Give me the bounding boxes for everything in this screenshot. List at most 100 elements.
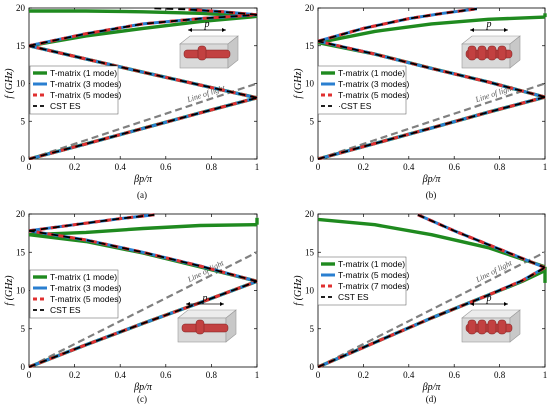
- x-tick-label: 1: [255, 162, 260, 172]
- legend: T-matrix (1 mode)T-matrix (3 modes)T-mat…: [29, 269, 121, 319]
- model-element: [197, 45, 207, 61]
- x-axis-label: βp/π: [133, 382, 153, 393]
- model-side-face: [227, 35, 239, 69]
- legend-entry: T-matrix (3 modes): [50, 283, 121, 293]
- period-arrow-left-head: [186, 302, 190, 306]
- series-group: [318, 213, 547, 368]
- x-axis-label: βp/π: [133, 174, 153, 185]
- x-tick-label: 0: [27, 162, 32, 172]
- x-tick-label: 0: [316, 162, 321, 172]
- series-cst-branch-1: [417, 213, 546, 269]
- model-element: [487, 45, 497, 61]
- x-tick-label: 0.2: [69, 162, 80, 172]
- legend-entry: T-matrix (1 mode): [338, 259, 405, 269]
- subfigure-caption: (b): [426, 190, 437, 200]
- series-one_mode-branch-2: [318, 15, 546, 45]
- legend-entry: T-matrix (5 modes): [338, 270, 409, 280]
- y-tick-label: 0: [310, 362, 315, 372]
- series-five_modes-branch-2: [318, 7, 478, 43]
- period-label: p: [486, 19, 492, 30]
- x-tick-label: 1: [255, 370, 260, 380]
- x-tick-label: 0: [27, 370, 32, 380]
- y-tick-label: 15: [16, 247, 26, 257]
- x-tick-label: 0.4: [403, 370, 415, 380]
- y-tick-label: 10: [305, 79, 315, 89]
- period-arrow-left-head: [470, 302, 474, 306]
- y-tick-label: 10: [16, 286, 26, 296]
- y-axis-label: f (GHz): [293, 68, 304, 99]
- legend-entry: T-matrix (3 modes): [50, 79, 121, 89]
- legend-entry: ·CST ES: [338, 101, 372, 111]
- series-group: [318, 7, 547, 160]
- x-tick-label: 0.4: [403, 162, 415, 172]
- y-tick-label: 15: [16, 41, 26, 51]
- x-tick-label: 0.8: [494, 370, 506, 380]
- line-of-light: [317, 251, 546, 368]
- legend-entry: CST ES: [50, 305, 81, 315]
- x-axis-label: βp/π: [422, 382, 442, 393]
- x-tick-label: 0.8: [494, 162, 506, 172]
- x-tick-label: 0.6: [160, 162, 172, 172]
- model-element: [195, 319, 205, 335]
- legend: T-matrix (1 mode)T-matrix (3 modes)T-mat…: [317, 65, 409, 115]
- x-tick-label: 0.2: [69, 370, 80, 380]
- line-of-light: [28, 82, 258, 161]
- period-label: p: [202, 293, 208, 304]
- period-label: p: [486, 293, 492, 304]
- unit-cell-model-illustration: p: [179, 19, 239, 69]
- series-five_modes-branch-3: [188, 8, 258, 17]
- x-tick-label: 0.2: [358, 370, 369, 380]
- legend: T-matrix (1 mode)T-matrix (3 modes)T-mat…: [29, 65, 121, 115]
- model-side-face: [509, 309, 521, 343]
- model-waveguide: [183, 49, 231, 59]
- model-side-face: [225, 309, 237, 343]
- y-tick-label: 5: [21, 116, 26, 126]
- x-tick-label: 0.4: [115, 162, 127, 172]
- y-tick-label: 0: [21, 362, 26, 372]
- x-tick-label: 0.6: [160, 370, 172, 380]
- period-arrow-right-head: [504, 302, 508, 306]
- series-five_modes-branch-2: [29, 213, 155, 233]
- model-element: [477, 319, 487, 335]
- y-tick-label: 0: [310, 154, 315, 164]
- series-cst-branch-1: [29, 229, 258, 283]
- period-arrow-left-head: [188, 28, 192, 32]
- legend-entry: CST ES: [338, 292, 369, 302]
- series-group: [29, 7, 258, 160]
- series-cst-branch-0: [318, 266, 546, 368]
- x-tick-label: 1: [543, 370, 548, 380]
- model-element: [487, 319, 497, 335]
- period-label: p: [204, 19, 210, 30]
- series-group: [29, 213, 259, 368]
- model-side-face: [509, 35, 521, 69]
- series-seven_modes-branch-0: [318, 266, 546, 368]
- unit-cell-model-illustration: p: [461, 293, 521, 343]
- y-tick-label: 20: [305, 3, 315, 13]
- x-tick-label: 0: [316, 370, 321, 380]
- series-cst-branch-2: [29, 13, 258, 47]
- x-tick-label: 0.4: [115, 370, 127, 380]
- x-tick-label: 0.6: [449, 162, 461, 172]
- model-waveguide: [181, 323, 229, 333]
- legend-entry: T-matrix (5 modes): [50, 294, 121, 304]
- y-axis-label: f (GHz): [4, 68, 15, 99]
- legend-entry: T-matrix (5 modes): [50, 90, 121, 100]
- y-tick-label: 20: [16, 209, 26, 219]
- subfigure-caption: (d): [426, 394, 437, 404]
- y-tick-label: 5: [310, 116, 315, 126]
- series-one_mode-branch-3: [29, 9, 258, 18]
- y-tick-label: 20: [16, 3, 26, 13]
- series-cst-branch-0: [29, 96, 258, 160]
- series-cst-branch-1: [29, 44, 258, 99]
- y-tick-label: 0: [21, 154, 26, 164]
- series-cst-branch-1: [318, 40, 546, 98]
- legend-entry: T-matrix (1 mode): [50, 272, 117, 282]
- y-tick-label: 10: [16, 79, 26, 89]
- x-tick-label: 0.8: [206, 162, 218, 172]
- unit-cell-model-illustration: p: [177, 293, 237, 343]
- y-tick-label: 15: [305, 247, 315, 257]
